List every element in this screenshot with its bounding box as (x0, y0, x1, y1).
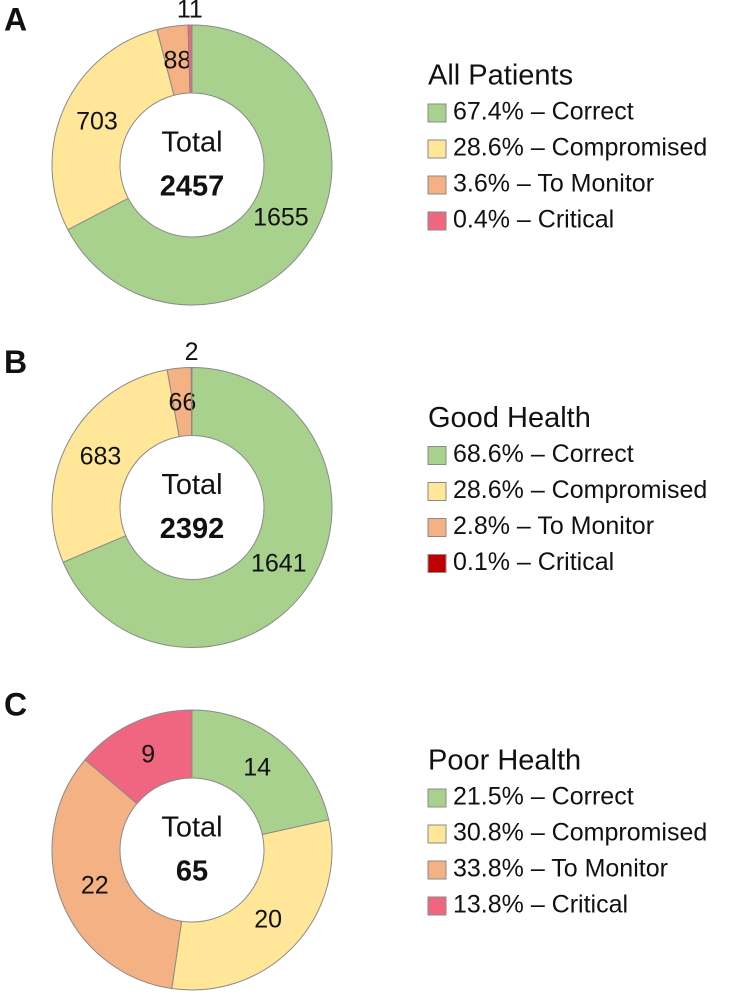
legend-label: 21.5% – Correct (453, 783, 634, 811)
legend-label: 67.4% – Correct (453, 98, 634, 126)
legend-label: 28.6% – Compromised (453, 134, 707, 162)
legend-label: 68.6% – Correct (453, 440, 634, 468)
value-label: 703 (76, 107, 118, 135)
total-label: Total (161, 127, 222, 159)
legend-swatch (427, 211, 447, 231)
total-value: 2457 (160, 171, 225, 203)
total-value: 65 (176, 856, 208, 888)
legend-label: 30.8% – Compromised (453, 819, 707, 847)
legend-swatch (427, 788, 447, 808)
donut-slice (51, 369, 180, 563)
legend-title: All Patients (428, 60, 573, 92)
donut-slice (171, 819, 333, 991)
value-label: 1641 (251, 549, 307, 577)
legend-label: 28.6% – Compromised (453, 476, 707, 504)
legend-label: 33.8% – To Monitor (453, 855, 668, 883)
legend-swatch (427, 175, 447, 195)
legend-swatch (427, 518, 447, 537)
value-label: 9 (141, 740, 155, 768)
legend-title: Poor Health (428, 745, 581, 777)
panel-label: C (4, 686, 27, 722)
legend-label: 2.8% – To Monitor (453, 512, 654, 540)
donut-slice (84, 709, 193, 805)
total-label: Total (161, 469, 222, 501)
total-value: 2392 (160, 513, 225, 545)
donut-slice (62, 366, 333, 648)
legend-swatch (427, 896, 447, 916)
legend-label: 3.6% – To Monitor (453, 170, 654, 198)
value-label: 2 (185, 338, 199, 366)
total-label: Total (161, 812, 222, 844)
donut-slice (190, 366, 193, 437)
legend-title: Good Health (428, 402, 591, 434)
donut-slice (187, 24, 193, 94)
value-label: 1655 (253, 204, 309, 232)
value-label: 14 (243, 754, 271, 782)
value-label: 20 (254, 905, 282, 933)
panel-label: B (4, 344, 27, 380)
legend-swatch (427, 139, 447, 159)
legend-label: 13.8% – Critical (453, 891, 628, 919)
value-label: 683 (80, 443, 122, 471)
value-label: 88 (164, 47, 192, 75)
legend-swatch (427, 554, 447, 573)
legend-swatch (427, 446, 447, 465)
legend-swatch (427, 103, 447, 123)
legend-swatch (427, 482, 447, 501)
panel-label: A (4, 1, 27, 37)
donut-slice (191, 709, 330, 836)
legend-swatch (427, 824, 447, 844)
legend-label: 0.4% – Critical (453, 206, 614, 234)
donut-slice (67, 24, 333, 306)
value-label: 22 (81, 871, 109, 899)
value-label: 11 (177, 0, 203, 24)
legend-label: 0.1% – Critical (453, 548, 614, 576)
legend-swatch (427, 860, 447, 880)
donut-slice (51, 28, 175, 231)
donut-slice (51, 759, 183, 990)
